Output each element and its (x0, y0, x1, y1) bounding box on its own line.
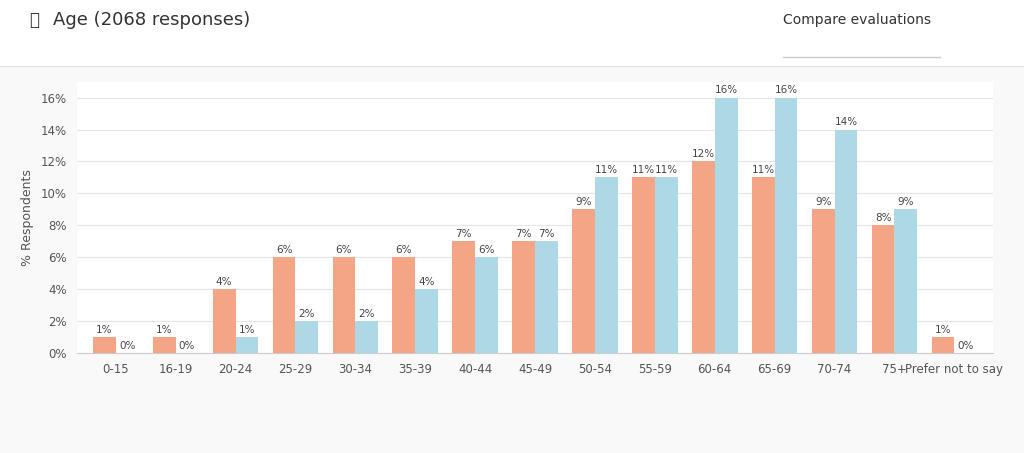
Text: 2%: 2% (299, 309, 315, 319)
Bar (572, 209, 595, 353)
Text: 1%: 1% (96, 325, 113, 335)
Bar (752, 178, 774, 353)
Bar (654, 178, 678, 353)
Bar (333, 257, 355, 353)
Text: 6%: 6% (336, 245, 352, 255)
Text: 11%: 11% (595, 165, 617, 175)
Text: 9%: 9% (898, 197, 914, 207)
Bar (835, 130, 857, 353)
Text: 8%: 8% (874, 213, 891, 223)
Text: 1%: 1% (935, 325, 951, 335)
Bar (932, 337, 954, 353)
Bar (894, 209, 918, 353)
Bar (692, 161, 715, 353)
Text: 0%: 0% (957, 341, 974, 351)
Text: 16%: 16% (715, 85, 737, 95)
Text: 7%: 7% (515, 229, 531, 239)
Bar (272, 257, 296, 353)
Text: Compare evaluations: Compare evaluations (783, 14, 932, 27)
Text: 1%: 1% (239, 325, 255, 335)
Text: 9%: 9% (815, 197, 831, 207)
Text: 9%: 9% (575, 197, 592, 207)
Text: 2%: 2% (358, 309, 375, 319)
Text: ↓: ↓ (963, 21, 981, 42)
Text: 11%: 11% (752, 165, 775, 175)
Text: 7%: 7% (539, 229, 555, 239)
Bar (392, 257, 416, 353)
Bar (236, 337, 258, 353)
Text: 11%: 11% (632, 165, 655, 175)
Y-axis label: % Respondents: % Respondents (22, 169, 34, 266)
Bar (93, 337, 116, 353)
Text: 0%: 0% (119, 341, 135, 351)
Text: 6%: 6% (395, 245, 412, 255)
Bar (416, 289, 438, 353)
Text: 6%: 6% (275, 245, 292, 255)
Bar (453, 241, 475, 353)
Text: 7%: 7% (456, 229, 472, 239)
Text: 11%: 11% (654, 165, 678, 175)
Bar (715, 97, 737, 353)
Text: 6%: 6% (478, 245, 495, 255)
Text: Age (2068 responses): Age (2068 responses) (53, 11, 251, 29)
Bar (536, 241, 558, 353)
Bar (871, 226, 894, 353)
Bar (632, 178, 654, 353)
Text: 0%: 0% (179, 341, 196, 351)
Bar (355, 321, 378, 353)
Text: 1%: 1% (156, 325, 172, 335)
Text: 14%: 14% (835, 117, 857, 127)
Bar (774, 97, 798, 353)
Text: 🚶: 🚶 (29, 11, 39, 29)
Text: 16%: 16% (774, 85, 798, 95)
Bar (512, 241, 535, 353)
Text: 4%: 4% (419, 277, 435, 287)
Bar (153, 337, 176, 353)
Text: 4%: 4% (216, 277, 232, 287)
Bar (296, 321, 318, 353)
Bar (595, 178, 617, 353)
Bar (213, 289, 236, 353)
Bar (475, 257, 498, 353)
Text: 12%: 12% (692, 149, 715, 159)
Bar (812, 209, 835, 353)
Text: ▬: ▬ (967, 45, 977, 55)
